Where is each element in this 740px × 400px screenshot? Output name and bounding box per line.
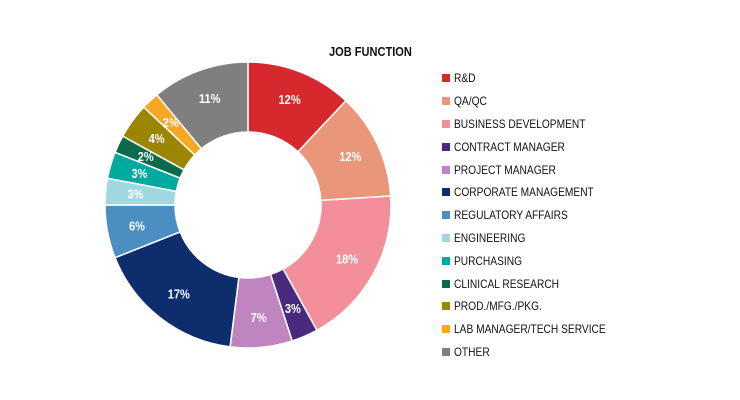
- slice-value-label: 18%: [336, 252, 358, 267]
- slice-value-label: 3%: [285, 301, 301, 316]
- slice-value-label: 2%: [138, 149, 154, 164]
- slice-other: [155, 61, 249, 150]
- legend-label: PROJECT MANAGER: [454, 162, 556, 177]
- slice-value-label: 17%: [168, 287, 190, 302]
- legend-label: LAB MANAGER/TECH SERVICE: [454, 322, 606, 337]
- slice-corporate-management: [114, 230, 240, 348]
- legend-item: R&D: [442, 67, 633, 90]
- legend-swatch: [442, 233, 450, 242]
- slice-value-label: 12%: [339, 149, 361, 164]
- legend-label: R&D: [454, 71, 476, 86]
- legend-label: QA/QC: [454, 94, 487, 109]
- legend-label: REGULATORY AFFAIRS: [454, 208, 568, 223]
- chart-title: JOB FUNCTION: [329, 44, 412, 59]
- slice-labels: 12%12%18%3%7%17%6%3%3%2%4%2%11%: [128, 91, 362, 325]
- legend-label: PURCHASING: [454, 253, 523, 268]
- slice-value-label: 2%: [163, 115, 179, 130]
- legend-item: ENGINEERING: [442, 227, 633, 250]
- chart-legend: R&D QA/QC BUSINESS DEVELOPMENT CONTRACT MAN…: [442, 67, 633, 363]
- legend-item: OTHER: [442, 341, 633, 364]
- legend-swatch: [442, 347, 450, 356]
- slice-value-label: 6%: [129, 219, 145, 234]
- legend-swatch: [442, 119, 450, 128]
- legend-swatch: [442, 325, 450, 334]
- legend-item: CORPORATE MANAGEMENT: [442, 181, 633, 204]
- legend-label: BUSINESS DEVELOPMENT: [454, 116, 586, 131]
- slice-value-label: 7%: [251, 310, 267, 325]
- legend-swatch: [442, 74, 450, 83]
- legend-label: OTHER: [454, 344, 490, 359]
- slice-value-label: 12%: [279, 92, 301, 107]
- legend-label: ENGINEERING: [454, 230, 526, 245]
- legend-swatch: [442, 165, 450, 174]
- legend-item: PROD./MFG./PKG.: [442, 295, 633, 318]
- legend-item: CONTRACT MANAGER: [442, 135, 633, 158]
- legend-item: PROJECT MANAGER: [442, 158, 633, 181]
- legend-item: REGULATORY AFFAIRS: [442, 204, 633, 227]
- legend-swatch: [442, 188, 450, 197]
- legend-swatch: [442, 142, 450, 151]
- legend-label: CONTRACT MANAGER: [454, 139, 565, 154]
- legend-item: QA/QC: [442, 90, 633, 113]
- slice-value-label: 3%: [132, 166, 148, 181]
- legend-swatch: [442, 256, 450, 265]
- slice-value-label: 3%: [128, 187, 144, 202]
- slice-value-label: 11%: [199, 91, 221, 106]
- legend-label: PROD./MFG./PKG.: [454, 299, 542, 314]
- legend-item: PURCHASING: [442, 249, 633, 272]
- legend-swatch: [442, 279, 450, 288]
- legend-swatch: [442, 97, 450, 106]
- legend-label: CORPORATE MANAGEMENT: [454, 185, 594, 200]
- legend-swatch: [442, 302, 450, 311]
- slice-business-development: [282, 195, 392, 332]
- legend-label: CLINICAL RESEARCH: [454, 276, 560, 291]
- legend-item: CLINICAL RESEARCH: [442, 272, 633, 295]
- slice-value-label: 4%: [149, 131, 165, 146]
- donut-slices: [104, 61, 392, 349]
- legend-item: LAB MANAGER/TECH SERVICE: [442, 318, 633, 341]
- legend-item: BUSINESS DEVELOPMENT: [442, 113, 633, 136]
- legend-swatch: [442, 211, 450, 220]
